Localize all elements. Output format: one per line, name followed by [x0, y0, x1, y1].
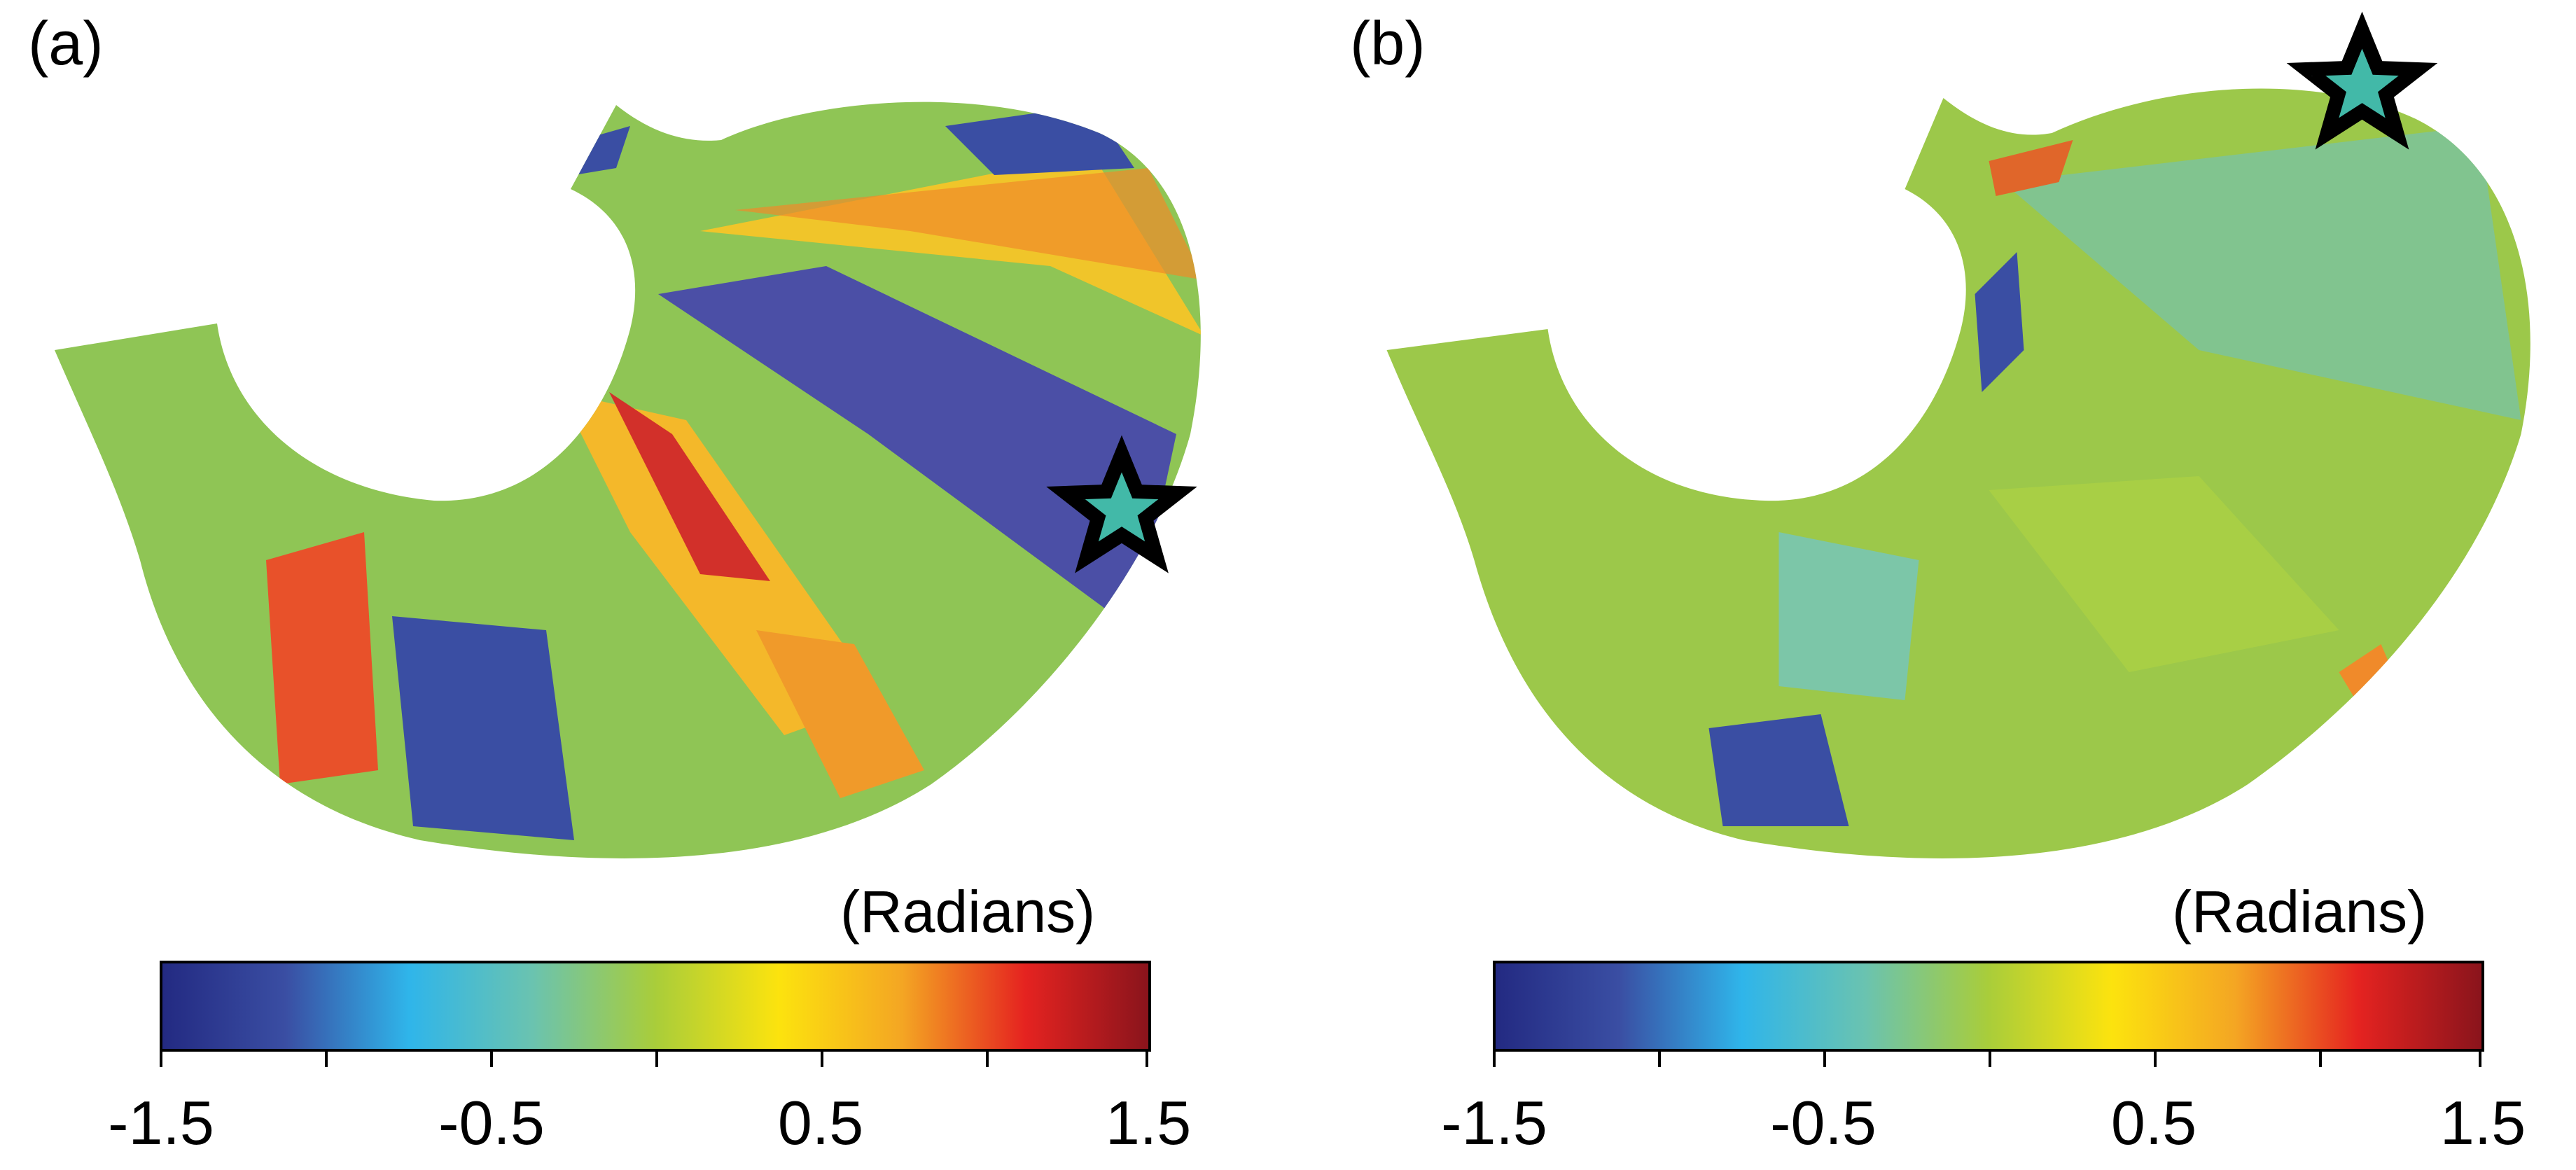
colorbar-tick: [2319, 1049, 2322, 1067]
colorbar-tick: [160, 1049, 162, 1067]
units-label-b: (Radians): [2172, 879, 2428, 945]
colorbar-tick: [655, 1049, 658, 1067]
star-icon: [2286, 11, 2438, 150]
tick-label-b-3: 0.5: [2110, 1088, 2197, 1157]
colorbar-b: [1493, 961, 2484, 1067]
panel-label-a: (a): [28, 8, 104, 78]
tick-label-b-2: -0.5: [1770, 1088, 1877, 1157]
star-icon: [1046, 435, 1197, 573]
colorbar-tick: [2479, 1049, 2481, 1067]
tick-label-a-2: -0.5: [438, 1088, 545, 1157]
tick-label-a-3: 0.5: [777, 1088, 864, 1157]
panel-label-b: (b): [1350, 8, 1426, 78]
colorbar-tick: [1989, 1049, 1991, 1067]
colorbar-tick: [2154, 1049, 2157, 1067]
tick-label-b-4: 1.5: [2439, 1088, 2526, 1157]
colorbar-tick: [1146, 1049, 1148, 1067]
stomach-phase-map-b: [1386, 11, 2530, 858]
colorbar-tick: [821, 1049, 823, 1067]
colorbar-tick: [986, 1049, 989, 1067]
colorbar-tick: [490, 1049, 493, 1067]
colorbar-tick: [325, 1049, 328, 1067]
tick-label-b-1: -1.5: [1441, 1088, 1547, 1157]
panel-a: (a) (Radians): [28, 8, 1201, 1157]
colorbar-a: [160, 961, 1151, 1067]
stomach-phase-map-a: [55, 102, 1201, 858]
colorbar-tick: [1658, 1049, 1661, 1067]
panel-b: (b) (Radians) -1.5 -0.5 0: [1288, 0, 2576, 1170]
colorbar-tick: [1823, 1049, 1826, 1067]
tick-label-a-4: 1.5: [1105, 1088, 1192, 1157]
colorbar-tick: [1493, 1049, 1496, 1067]
tick-label-a-1: -1.5: [108, 1088, 214, 1157]
units-label-a: (Radians): [840, 879, 1096, 945]
